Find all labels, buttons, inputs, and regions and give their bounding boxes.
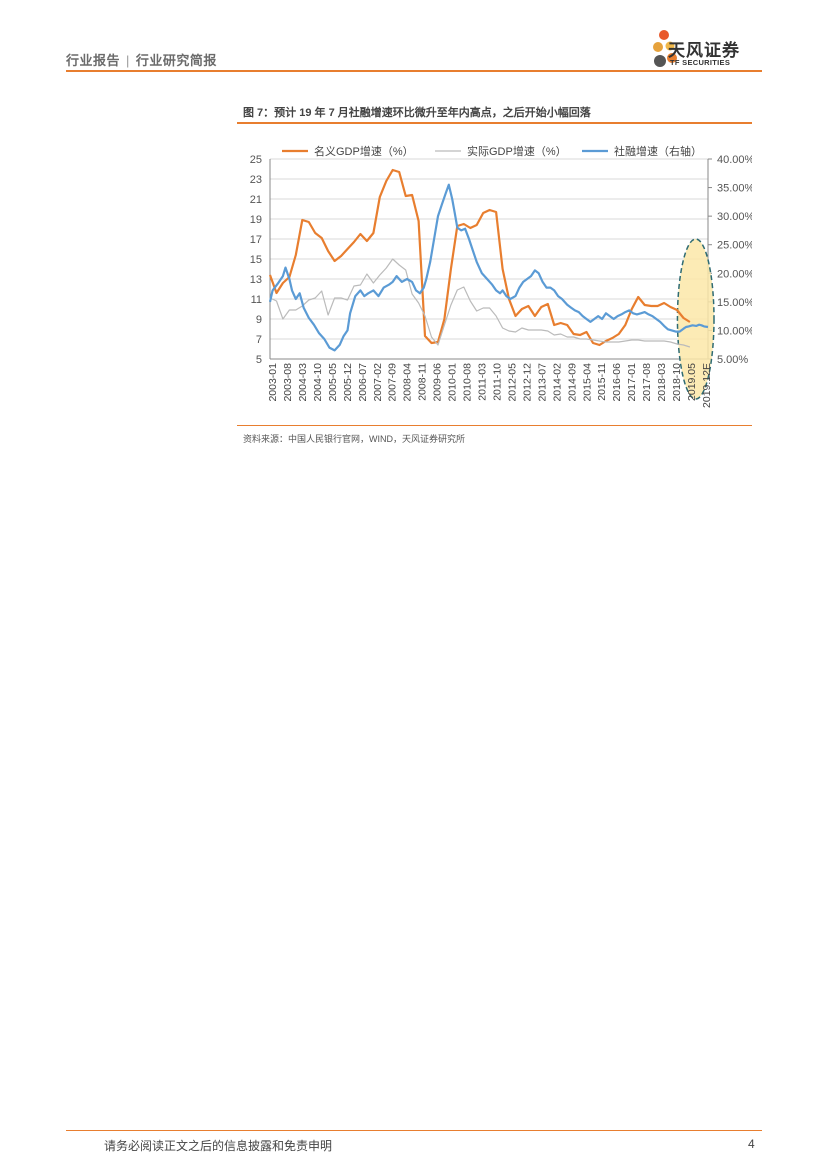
highlight-ellipse bbox=[676, 238, 715, 400]
y-left-tick-label: 23 bbox=[250, 174, 262, 186]
legend-label: 社融增速（右轴） bbox=[614, 144, 702, 158]
logo-name-cn: 天风证券 bbox=[668, 41, 740, 60]
x-tick-label: 2015-11 bbox=[596, 363, 608, 401]
x-tick-label: 2016-06 bbox=[611, 363, 623, 402]
legend-label: 实际GDP增速（%） bbox=[467, 144, 567, 158]
legend-label: 名义GDP增速（%） bbox=[314, 144, 414, 158]
page-number: 4 bbox=[748, 1137, 755, 1151]
x-tick-label: 2012-12 bbox=[521, 363, 533, 402]
y-right-tick-label: 30.00% bbox=[717, 211, 752, 223]
x-tick-label: 2014-02 bbox=[551, 363, 563, 402]
y-right-tick-label: 40.00% bbox=[717, 154, 752, 166]
x-tick-label: 2003-08 bbox=[282, 363, 294, 402]
y-left-tick-label: 13 bbox=[250, 274, 262, 286]
y-right-tick-label: 35.00% bbox=[717, 183, 752, 195]
figure-source: 资料来源：中国人民银行官网，WIND，天风证券研究所 bbox=[243, 434, 465, 444]
chart: 25 23 21 19 17 15 13 11 9 7 5 40.00% 35.00% 30.00% 25.… bbox=[250, 144, 752, 408]
x-tick-label: 2019.05 bbox=[686, 363, 698, 401]
y-left-tick-label: 7 bbox=[256, 334, 262, 346]
footer-disclaimer: 请务必阅读正文之后的信息披露和免责申明 bbox=[104, 1139, 333, 1153]
y-left-tick-label: 9 bbox=[256, 314, 262, 326]
logo-name-en: TF SECURITIES bbox=[670, 58, 731, 67]
y-left-tick-label: 21 bbox=[250, 194, 262, 206]
x-tick-label: 2009-06 bbox=[432, 363, 444, 402]
x-tick-label: 2018-03 bbox=[656, 363, 668, 402]
header-separator: | bbox=[126, 53, 130, 68]
x-tick-label: 2005-05 bbox=[327, 363, 339, 402]
series-line-2 bbox=[269, 258, 691, 348]
x-tick-label: 2013-07 bbox=[536, 363, 548, 402]
x-tick-label: 2007-09 bbox=[387, 363, 399, 402]
report-subtype: 行业研究简报 bbox=[135, 53, 217, 68]
y-left-tick-label: 5 bbox=[256, 354, 262, 366]
x-tick-label: 2005-12 bbox=[342, 363, 354, 402]
x-tick-label: 2004-03 bbox=[297, 363, 309, 402]
y-left-tick-label: 11 bbox=[251, 294, 262, 306]
y-left-tick-label: 15 bbox=[250, 254, 262, 266]
x-tick-label: 2010-08 bbox=[462, 363, 474, 402]
x-tick-label: 2008-04 bbox=[402, 363, 414, 402]
series-line-3 bbox=[268, 183, 709, 352]
y-right-tick-label: 10.00% bbox=[717, 325, 752, 337]
footer-rule bbox=[66, 1130, 762, 1131]
x-tick-label: 2004-10 bbox=[312, 363, 324, 402]
y-right-tick-label: 5.00% bbox=[717, 354, 748, 366]
x-tick-label: 2006-07 bbox=[357, 363, 369, 402]
x-tick-label: 2017-01 bbox=[626, 363, 638, 402]
y-right-tick-label: 15.00% bbox=[717, 297, 752, 309]
x-tick-label: 2007-02 bbox=[372, 363, 384, 402]
y-left-tick-label: 19 bbox=[250, 214, 262, 226]
header-rule bbox=[66, 70, 762, 72]
figure-title: 图 7：预计 19 年 7 月社融增速环比微升至年内高点，之后开始小幅回落 bbox=[243, 107, 591, 119]
figure-bottom-rule bbox=[237, 425, 752, 426]
y-right-tick-label: 25.00% bbox=[717, 240, 752, 252]
tf-securities-logo-icon bbox=[653, 30, 677, 67]
y-left-tick-label: 17 bbox=[250, 234, 262, 246]
x-tick-label: 2011-10 bbox=[491, 363, 503, 401]
x-tick-label: 2008-11 bbox=[417, 363, 429, 401]
x-tick-label: 2019.12E bbox=[701, 363, 713, 408]
x-tick-label: 2017-08 bbox=[641, 363, 653, 402]
x-tick-label: 2010-01 bbox=[447, 363, 459, 402]
figure-top-rule bbox=[237, 122, 752, 124]
x-tick-label: 2015-04 bbox=[581, 363, 593, 402]
x-tick-label: 2018-10 bbox=[671, 363, 683, 402]
x-tick-label: 2014-09 bbox=[566, 363, 578, 402]
report-type: 行业报告 bbox=[66, 53, 121, 68]
y-left-tick-label: 25 bbox=[250, 154, 262, 166]
series-line-1 bbox=[268, 168, 691, 347]
x-tick-label: 2011-03 bbox=[477, 363, 489, 401]
header-breadcrumb: 行业报告 | 行业研究简报 bbox=[66, 50, 217, 69]
x-tick-label: 2003-01 bbox=[267, 363, 279, 402]
y-right-tick-label: 20.00% bbox=[717, 268, 752, 280]
x-tick-label: 2012-05 bbox=[506, 363, 518, 402]
